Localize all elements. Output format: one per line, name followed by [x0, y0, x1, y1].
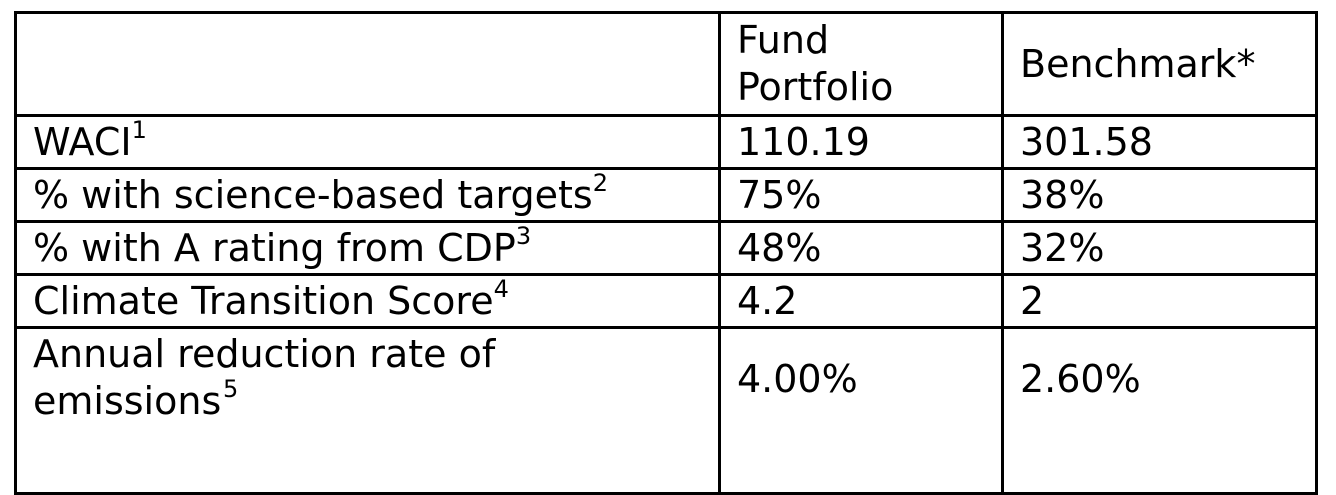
benchmark-value-cell: 38%: [1001, 167, 1318, 223]
table-row: Annual reduction rate of emissions5 4.00…: [14, 326, 1318, 495]
footnote-marker: 2: [592, 168, 608, 197]
climate-metrics-table: Fund Portfolio Benchmark* WACI1 110.19 3…: [14, 11, 1318, 495]
fund-value-cell: 110.19: [718, 114, 1004, 170]
header-fund-portfolio-label: Fund Portfolio: [737, 18, 894, 109]
row-label: Climate Transition Score: [33, 278, 494, 323]
row-label: % with science-based targets: [33, 172, 593, 217]
row-label-cell: WACI1: [14, 114, 721, 170]
table-header-row: Fund Portfolio Benchmark*: [14, 11, 1318, 117]
fund-value-cell: 4.2: [718, 273, 1004, 329]
benchmark-value-cell: 301.58: [1001, 114, 1318, 170]
footnote-marker: 5: [223, 375, 239, 404]
header-cell-empty: [14, 11, 721, 117]
row-label-cell: % with A rating from CDP3: [14, 220, 721, 276]
row-label-cell: Climate Transition Score4: [14, 273, 721, 329]
benchmark-value-cell: 2.60%: [1001, 326, 1318, 495]
fund-value-cell: 4.00%: [718, 326, 1004, 495]
table-row: % with A rating from CDP3 48% 32%: [14, 220, 1318, 276]
header-cell-benchmark: Benchmark*: [1001, 11, 1318, 117]
fund-value-cell: 75%: [718, 167, 1004, 223]
table-row: WACI1 110.19 301.58: [14, 114, 1318, 170]
benchmark-value-cell: 2: [1001, 273, 1318, 329]
footnote-marker: 3: [515, 221, 532, 250]
table-row: Climate Transition Score4 4.2 2: [14, 273, 1318, 329]
row-label-cell: % with science-based targets2: [14, 167, 721, 223]
row-label: Annual reduction rate of emissions: [33, 332, 496, 423]
benchmark-value-cell: 32%: [1001, 220, 1318, 276]
table-row: % with science-based targets2 75% 38%: [14, 167, 1318, 223]
header-cell-fund-portfolio: Fund Portfolio: [718, 11, 1004, 117]
row-label: % with A rating from CDP: [33, 225, 516, 270]
fund-value-cell: 48%: [718, 220, 1004, 276]
footnote-marker: 4: [493, 274, 509, 303]
row-label-cell: Annual reduction rate of emissions5: [14, 326, 721, 495]
footnote-marker: 1: [131, 115, 147, 144]
row-label: WACI: [33, 119, 132, 164]
